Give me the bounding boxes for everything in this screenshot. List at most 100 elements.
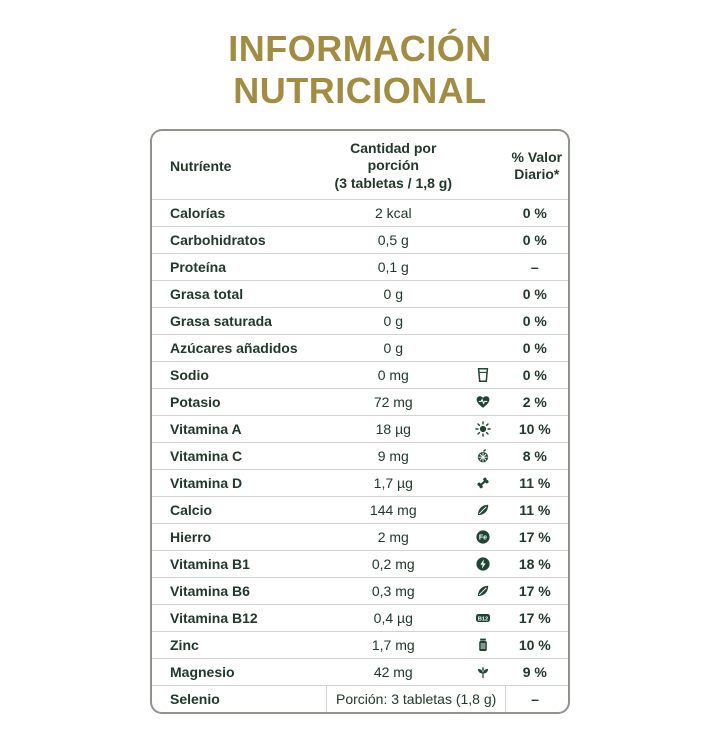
nutrient-name: Azúcares añadidos	[152, 334, 327, 362]
fe-badge-icon: Fe	[476, 530, 490, 545]
dv-value: 0 %	[505, 334, 568, 362]
title-line-1: INFORMACIÓN	[228, 28, 492, 69]
table-row: Azúcares añadidos 0 g 0 %	[152, 334, 568, 362]
amount-value: 0 g	[326, 280, 460, 308]
table-row: Proteína 0,1 g –	[152, 253, 568, 281]
portion-note: Porción: 3 tabletas (1,8 g)	[326, 685, 507, 713]
header-dv-line1: % Valor	[511, 148, 563, 165]
icon-cell	[459, 415, 506, 443]
table-row: Sodio 0 mg 0 %	[152, 361, 568, 389]
icon-cell	[459, 388, 506, 416]
dv-value: 17 %	[505, 577, 568, 605]
dv-value: 17 %	[505, 523, 568, 551]
nutrient-name: Vitamina D	[152, 469, 327, 497]
header-amount-line2: (3 tabletas / 1,8 g)	[334, 174, 453, 191]
nutrient-name: Selenio	[152, 685, 327, 713]
leaf-icon	[477, 586, 488, 597]
dv-value: 0 %	[505, 361, 568, 389]
leaf-icon	[477, 505, 488, 516]
amount-value: 0,4 µg	[326, 604, 460, 632]
amount-value: 1,7 mg	[326, 631, 460, 659]
header-nutrient: Nutríente	[170, 158, 232, 175]
dv-value: 8 %	[505, 442, 568, 470]
dv-value: 17 %	[505, 604, 568, 632]
table-row: Vitamina B12 0,4 µg B12 17 %	[152, 604, 568, 632]
amount-value: 144 mg	[326, 496, 460, 524]
dv-value: –	[505, 685, 568, 713]
nutrient-name: Sodio	[152, 361, 327, 389]
icon-cell	[459, 550, 506, 578]
icon-cell: B12	[459, 604, 506, 632]
icon-cell	[459, 361, 506, 389]
table-row: Vitamina A 18 µg 10 %	[152, 415, 568, 443]
dv-value: 10 %	[505, 631, 568, 659]
dv-value: 11 %	[505, 496, 568, 524]
nutrition-facts-card: Nutríente Cantidad por porción (3 tablet…	[150, 128, 570, 715]
nutrient-name: Vitamina B6	[152, 577, 327, 605]
nutrient-table-body: Calorías 2 kcal 0 % Carbohidratos 0,5 g …	[152, 199, 568, 686]
amount-value: 0,1 g	[326, 253, 460, 281]
icon-cell	[459, 199, 506, 227]
dv-value: 9 %	[505, 658, 568, 686]
icon-cell	[459, 307, 506, 335]
table-row: Grasa total 0 g 0 %	[152, 280, 568, 308]
amount-value: 0 g	[326, 307, 460, 335]
icon-cell	[459, 253, 506, 281]
table-row: Calorías 2 kcal 0 %	[152, 199, 568, 227]
icon-cell	[459, 658, 506, 686]
page-title: INFORMACIÓN NUTRICIONAL	[0, 28, 720, 113]
table-row: Hierro 2 mg Fe 17 %	[152, 523, 568, 551]
nutrient-name: Vitamina C	[152, 442, 327, 470]
dv-value: 11 %	[505, 469, 568, 497]
dv-value: 10 %	[505, 415, 568, 443]
amount-value: 0,5 g	[326, 226, 460, 254]
citrus-icon	[477, 449, 488, 463]
amount-value: 18 µg	[326, 415, 460, 443]
amount-value: 2 kcal	[326, 199, 460, 227]
dv-value: 0 %	[505, 199, 568, 227]
nutrient-name: Vitamina A	[152, 415, 327, 443]
amount-value: 42 mg	[326, 658, 460, 686]
table-row: Magnesio 42 mg 9 %	[152, 658, 568, 686]
nutrient-name: Vitamina B12	[152, 604, 327, 632]
table-row: Calcio 144 mg 11 %	[152, 496, 568, 524]
dv-value: 18 %	[505, 550, 568, 578]
nutrient-name: Calcio	[152, 496, 327, 524]
amount-value: 0 g	[326, 334, 460, 362]
nutrient-name: Potasio	[152, 388, 327, 416]
amount-value: 9 mg	[326, 442, 460, 470]
icon-cell	[459, 280, 506, 308]
nutrient-name: Hierro	[152, 523, 327, 551]
amount-value: 0,2 mg	[326, 550, 460, 578]
table-row: Vitamina B6 0,3 mg 17 %	[152, 577, 568, 605]
svg-text:B12: B12	[478, 617, 488, 623]
table-row: Zinc 1,7 mg 10 %	[152, 631, 568, 659]
nutrient-name: Proteína	[152, 253, 327, 281]
amount-value: 72 mg	[326, 388, 460, 416]
amount-value: 2 mg	[326, 523, 460, 551]
table-row: Carbohidratos 0,5 g 0 %	[152, 226, 568, 254]
dv-value: 2 %	[505, 388, 568, 416]
svg-text:Fe: Fe	[479, 535, 487, 542]
icon-cell	[459, 469, 506, 497]
nutrient-name: Zinc	[152, 631, 327, 659]
amount-value: 1,7 µg	[326, 469, 460, 497]
table-row: Vitamina C 9 mg 8 %	[152, 442, 568, 470]
icon-cell	[459, 631, 506, 659]
table-row: Potasio 72 mg 2 %	[152, 388, 568, 416]
title-line-2: NUTRICIONAL	[233, 70, 487, 112]
jar-icon	[478, 639, 487, 652]
nutrient-name: Magnesio	[152, 658, 327, 686]
table-row: Vitamina B1 0,2 mg 18 %	[152, 550, 568, 578]
plant-icon	[477, 667, 488, 679]
icon-cell: Fe	[459, 523, 506, 551]
dv-value: 0 %	[505, 280, 568, 308]
sun-icon	[474, 421, 491, 438]
nutrient-name: Carbohidratos	[152, 226, 327, 254]
nutrient-name: Calorías	[152, 199, 327, 227]
table-row: Vitamina D 1,7 µg 11 %	[152, 469, 568, 497]
table-row: Grasa saturada 0 g 0 %	[152, 307, 568, 335]
b12-badge-icon: B12	[475, 614, 490, 623]
header-amount-line1: Cantidad por porción	[350, 139, 437, 174]
nutrient-name: Vitamina B1	[152, 550, 327, 578]
